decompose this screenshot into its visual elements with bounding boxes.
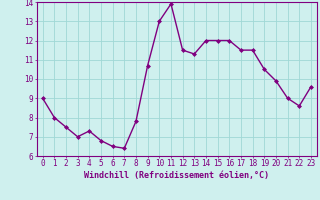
X-axis label: Windchill (Refroidissement éolien,°C): Windchill (Refroidissement éolien,°C) xyxy=(84,171,269,180)
